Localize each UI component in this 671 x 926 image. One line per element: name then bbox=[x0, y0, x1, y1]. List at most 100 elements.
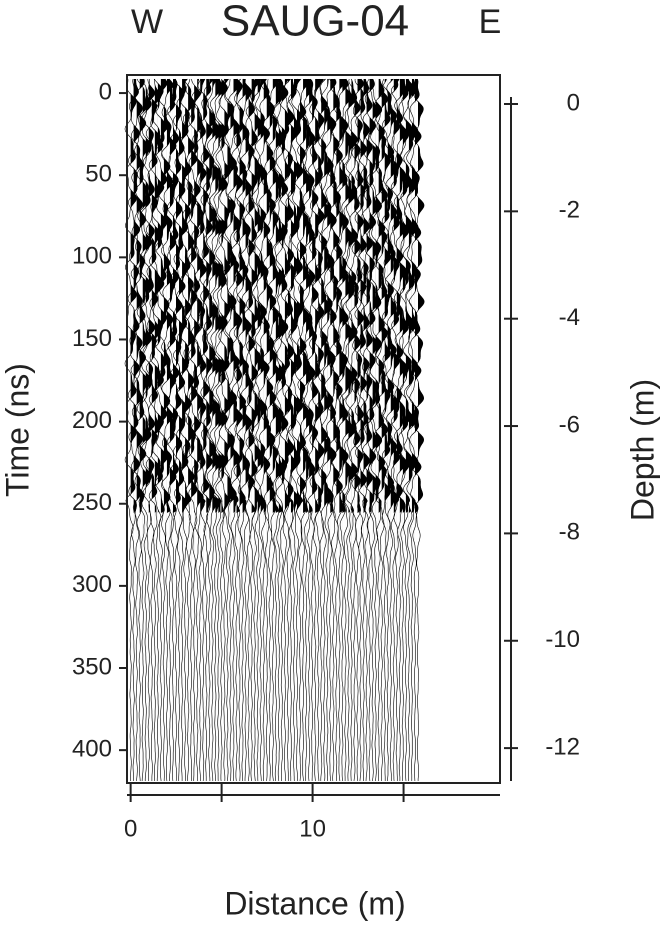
y-tick-label: 250 bbox=[72, 489, 112, 516]
trace bbox=[381, 78, 394, 782]
trace-fill bbox=[203, 79, 210, 781]
trace bbox=[218, 78, 231, 782]
trace-fill bbox=[172, 79, 180, 781]
trace-fill bbox=[266, 79, 274, 781]
radar-traces bbox=[124, 78, 425, 782]
trace-fill bbox=[139, 79, 147, 781]
trace bbox=[387, 78, 400, 782]
trace-fill bbox=[414, 79, 422, 781]
trace-fill bbox=[408, 79, 416, 781]
y-tick-label: 350 bbox=[72, 653, 112, 680]
y2-tick-label: -12 bbox=[545, 733, 580, 760]
trace bbox=[182, 78, 195, 781]
y2-axis-label: Depth (m) bbox=[624, 379, 660, 521]
trace bbox=[176, 78, 189, 781]
x-axis-label: Distance (m) bbox=[224, 885, 405, 921]
trace bbox=[284, 79, 297, 781]
trace bbox=[142, 78, 155, 782]
trace bbox=[185, 78, 198, 782]
trace bbox=[312, 78, 325, 782]
trace bbox=[351, 78, 364, 782]
trace bbox=[191, 78, 204, 781]
trace bbox=[330, 78, 343, 782]
trace bbox=[354, 79, 367, 782]
trace bbox=[360, 78, 373, 782]
trace bbox=[300, 78, 313, 782]
trace bbox=[297, 78, 310, 782]
trace bbox=[127, 78, 140, 782]
trace bbox=[248, 78, 261, 782]
y-tick-label: 300 bbox=[72, 571, 112, 598]
trace-fill bbox=[151, 79, 159, 781]
trace-fill bbox=[185, 79, 192, 781]
trace bbox=[227, 78, 240, 782]
trace bbox=[194, 78, 207, 781]
trace bbox=[151, 78, 164, 781]
trace bbox=[200, 78, 213, 781]
y2-tick-label: 0 bbox=[567, 89, 580, 116]
y2-tick-label: -10 bbox=[545, 626, 580, 653]
trace bbox=[303, 78, 316, 782]
trace bbox=[357, 78, 370, 782]
trace-fill bbox=[300, 79, 307, 781]
trace bbox=[206, 78, 219, 781]
trace-fill bbox=[179, 79, 186, 781]
trace bbox=[251, 78, 264, 782]
trace bbox=[306, 78, 319, 781]
trace-fill bbox=[227, 79, 234, 781]
trace-fill bbox=[324, 79, 331, 781]
y2-tick-label: -4 bbox=[559, 304, 580, 331]
trace bbox=[233, 78, 246, 782]
direction-label: W bbox=[131, 3, 163, 41]
trace-fill bbox=[357, 79, 364, 781]
trace bbox=[315, 78, 328, 781]
y2-tick-label: -6 bbox=[559, 411, 580, 438]
trace-fill bbox=[381, 79, 389, 781]
trace bbox=[372, 78, 385, 781]
trace bbox=[278, 78, 291, 782]
y-tick-label: 150 bbox=[72, 325, 112, 352]
trace bbox=[405, 78, 418, 781]
trace-fill bbox=[390, 79, 398, 781]
trace bbox=[179, 78, 192, 782]
trace-fill bbox=[375, 79, 383, 781]
trace-fill bbox=[260, 79, 268, 781]
trace-fill bbox=[136, 79, 144, 781]
trace-fill bbox=[318, 79, 325, 781]
trace bbox=[396, 78, 409, 781]
trace bbox=[411, 78, 424, 781]
trace bbox=[393, 78, 406, 781]
trace bbox=[275, 78, 288, 781]
trace bbox=[157, 78, 170, 781]
y-tick-label: 100 bbox=[72, 243, 112, 270]
trace bbox=[318, 78, 331, 782]
trace-fill bbox=[176, 79, 183, 781]
trace-fill bbox=[209, 79, 216, 781]
trace bbox=[236, 78, 249, 782]
trace-fill bbox=[418, 79, 425, 781]
trace bbox=[203, 78, 216, 781]
x-tick-label: 10 bbox=[299, 815, 326, 842]
y-tick-label: 200 bbox=[72, 407, 112, 434]
trace-fill bbox=[281, 79, 289, 781]
trace bbox=[257, 78, 270, 781]
trace bbox=[366, 78, 379, 782]
trace bbox=[348, 78, 361, 782]
trace bbox=[239, 78, 252, 781]
trace-fill bbox=[309, 79, 316, 781]
trace-fill bbox=[148, 79, 156, 781]
trace bbox=[212, 78, 225, 782]
trace bbox=[242, 78, 255, 782]
trace-fill bbox=[354, 79, 361, 781]
x-tick-label: 0 bbox=[124, 815, 137, 842]
trace bbox=[288, 79, 301, 782]
trace bbox=[333, 78, 346, 782]
y2-tick-label: -2 bbox=[559, 197, 580, 224]
trace bbox=[336, 78, 349, 782]
trace bbox=[130, 78, 143, 782]
trace bbox=[136, 78, 149, 782]
trace-fill bbox=[342, 79, 349, 781]
trace bbox=[390, 78, 403, 781]
trace-fill bbox=[269, 79, 277, 781]
trace bbox=[399, 78, 412, 782]
